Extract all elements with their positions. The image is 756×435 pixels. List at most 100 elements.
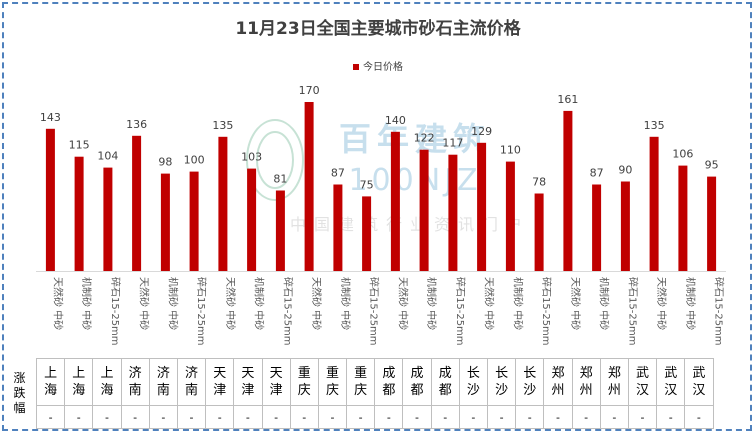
city-cell: 天津 [261, 358, 291, 406]
city-row: 涨跌幅 上海 上海 上海 济南 济南 济南 天津 天津 天津 重庆 重庆 重庆 成都 成都 成都 长沙 长沙 长沙… [3, 358, 714, 429]
change-cell: - [684, 405, 714, 429]
city-cell: 长沙 [515, 358, 545, 406]
x-tick-label: 机制砂 中砂 [166, 277, 179, 330]
x-tick-label: 机制砂 中砂 [339, 277, 352, 330]
x-tick-label: 碎石15-25mm [195, 277, 208, 346]
data-label: 81 [273, 173, 287, 186]
legend-swatch [353, 64, 359, 70]
city-cell: 长沙 [486, 358, 517, 406]
chart-legend: 今日价格 [0, 58, 756, 73]
bar [218, 136, 228, 271]
city-cell: 天津 [205, 358, 235, 406]
x-tick-label: 机制砂 中砂 [511, 277, 524, 330]
city-cell: 长沙 [458, 358, 489, 406]
x-tick-label: 机制砂 中砂 [253, 277, 266, 330]
city-cell: 上海 [64, 358, 94, 406]
change-cell: - [261, 405, 291, 429]
city-cell: 重庆 [346, 358, 376, 406]
x-tick-label: 碎石15-25mm [713, 277, 726, 346]
data-label: 161 [557, 93, 578, 106]
bar [275, 190, 285, 271]
x-tick-label: 机制砂 中砂 [684, 277, 697, 330]
data-label: 87 [590, 167, 604, 180]
city-cell: 重庆 [289, 358, 319, 406]
bar [477, 142, 487, 271]
x-tick-label: 天然砂 中砂 [51, 277, 64, 330]
data-label: 104 [97, 150, 118, 163]
chart-title: 11月23日全国主要城市砂石主流价格 [235, 19, 521, 39]
x-tick-label: 天然砂 中砂 [310, 277, 323, 330]
data-label: 117 [442, 137, 463, 150]
bar [505, 161, 515, 271]
city-cell: 郑州 [543, 358, 573, 406]
data-label: 98 [158, 156, 172, 169]
change-cell: - [627, 405, 658, 429]
x-tick-label: 天然砂 中砂 [138, 277, 151, 330]
city-cell: 成都 [374, 358, 404, 406]
x-tick-label: 碎石15-25mm [454, 277, 467, 346]
bar [362, 196, 372, 271]
change-cell: - [64, 405, 94, 429]
city-cell: 济南 [148, 358, 178, 406]
city-cell: 郑州 [571, 358, 601, 406]
data-label: 170 [299, 84, 320, 97]
data-label: 87 [331, 167, 345, 180]
bar [160, 173, 170, 271]
data-label: 140 [385, 114, 406, 127]
bar [419, 149, 429, 271]
city-cell: 成都 [430, 358, 460, 406]
x-tick-label: 天然砂 中砂 [396, 277, 409, 330]
data-label: 115 [69, 139, 90, 152]
watermark: 百年建筑 100NJZ 中国建筑行业资讯门户 [246, 119, 530, 234]
watermark-text-cn: 百年建筑 [339, 120, 491, 158]
x-tick-label: 机制砂 中砂 [80, 277, 93, 330]
data-label: 75 [360, 178, 374, 191]
x-tick-labels: 天然砂 中砂 机制砂 中砂 碎石15-25mm 天然砂 中砂 机制砂 中砂 碎石15-25… [51, 277, 725, 346]
x-tick-label: 机制砂 中砂 [425, 277, 438, 330]
data-label: 129 [471, 125, 492, 138]
city-cell: 天津 [233, 358, 263, 406]
change-table: 涨跌幅 上海 上海 上海 济南 济南 济南 天津 天津 天津 重庆 重庆 重庆 成都 成都 成都 长沙 长沙 长沙… [3, 358, 714, 429]
bar [620, 181, 630, 271]
data-label: 143 [40, 111, 61, 124]
x-tick-label: 碎石15-25mm [281, 277, 294, 346]
change-cell: - [289, 405, 319, 429]
data-label: 122 [414, 132, 435, 145]
data-label: 100 [184, 154, 205, 167]
x-tick-label: 天然砂 中砂 [483, 277, 496, 330]
x-tick-label: 碎石15-25mm [109, 277, 122, 346]
change-cell: - [374, 405, 404, 429]
change-cell: - [543, 405, 573, 429]
data-label: 110 [500, 144, 521, 157]
data-label: 106 [672, 148, 693, 161]
data-label: 78 [532, 176, 546, 189]
bar [707, 176, 717, 271]
bar [132, 135, 142, 271]
change-cell: - [402, 405, 432, 429]
change-cell: - [346, 405, 376, 429]
legend-label: 今日价格 [363, 62, 403, 73]
data-label: 103 [241, 151, 262, 164]
bar [678, 165, 688, 271]
x-tick-label: 碎石15-25mm [368, 277, 381, 346]
bar [448, 154, 458, 271]
change-row: ------------------------ [3, 405, 714, 429]
city-cell: 重庆 [317, 358, 348, 406]
change-cell: - [205, 405, 235, 429]
bar [390, 131, 400, 271]
x-tick-label: 天然砂 中砂 [569, 277, 582, 330]
bar [534, 193, 544, 271]
change-cell: - [458, 405, 489, 429]
x-tick-label: 碎石15-25mm [540, 277, 553, 346]
table-row-header: 涨跌幅 [3, 358, 37, 429]
city-cell: 武汉 [656, 358, 686, 406]
change-cell: - [486, 405, 517, 429]
change-cell: - [92, 405, 122, 429]
city-cell: 上海 [92, 358, 122, 406]
bar [189, 171, 199, 271]
change-cell: - [120, 405, 150, 429]
bar [592, 184, 602, 271]
city-cell: 武汉 [627, 358, 658, 406]
data-label: 136 [126, 118, 147, 131]
watermark-subtitle: 中国建筑行业资讯门户 [290, 215, 530, 234]
